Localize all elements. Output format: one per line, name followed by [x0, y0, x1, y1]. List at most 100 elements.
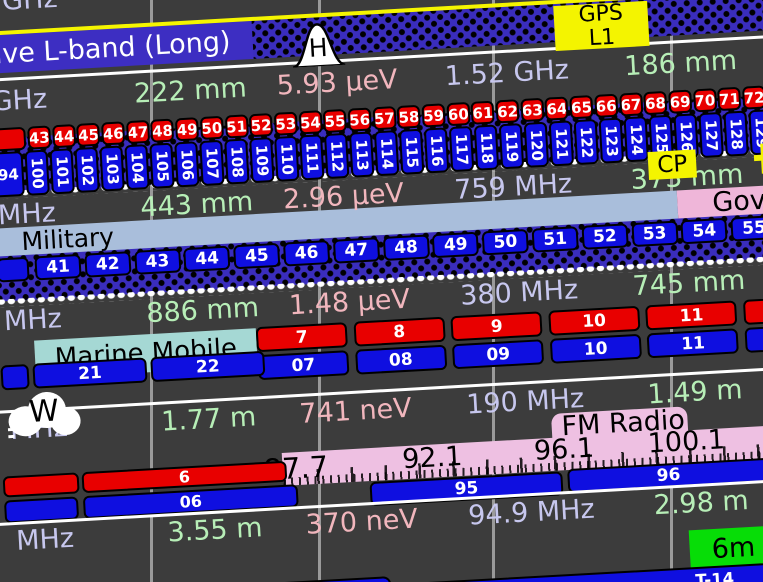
military-channel-box[interactable]: 42	[84, 251, 132, 278]
vhf-red-channel-box[interactable]: 12	[742, 294, 763, 325]
water-line-marker[interactable]: W	[5, 386, 83, 442]
military-channel-box[interactable]: 52	[581, 223, 629, 250]
vhf-lower-channel-partial[interactable]	[0, 363, 30, 391]
uhf-red-channel-partial[interactable]	[0, 126, 27, 152]
uhf-red-channel-box[interactable]: 66	[594, 93, 619, 118]
vhf-blue-channel-box[interactable]: 07	[257, 350, 350, 381]
military-channel-box[interactable]: 43	[133, 248, 182, 275]
military-channel-box[interactable]: 48	[382, 234, 430, 261]
wavelength-label: 1.49 m	[646, 374, 744, 411]
uhf-blue-channel-box[interactable]: 121	[548, 120, 575, 167]
military-channel-box[interactable]: 47	[332, 237, 380, 264]
uhf-blue-channel-box[interactable]: 127	[698, 111, 724, 159]
uhf-red-channel-box[interactable]: 54	[298, 110, 323, 135]
vhf-red-channel-box[interactable]: 7	[255, 322, 348, 353]
military-channel-box[interactable]: 51	[531, 226, 579, 253]
uhf-red-channel-box[interactable]: 58	[396, 104, 422, 129]
uhf-blue-channel-box[interactable]: 109	[249, 137, 275, 184]
uhf-blue-channel-box[interactable]: 117	[448, 125, 475, 173]
bottom-partial-box[interactable]	[257, 576, 394, 582]
ham-band-label: 6m Ham	[710, 527, 763, 565]
uhf-blue-channel-box[interactable]: 104	[124, 144, 150, 191]
uhf-red-channel-box[interactable]: 63	[520, 97, 545, 123]
uhf-red-channel-box[interactable]: 47	[125, 119, 150, 145]
vhf-blue-channel-box[interactable]: 10	[549, 333, 642, 364]
vhf-blue-channel-box[interactable]: 08	[354, 344, 447, 375]
military-channel-box[interactable]: 45	[233, 242, 281, 270]
uhf-blue-channel-box[interactable]: 123	[598, 117, 625, 164]
hydrogen-line-marker[interactable]: H	[290, 21, 346, 69]
uhf-blue-channel-box[interactable]: 116	[423, 127, 450, 174]
uhf-red-channel-box[interactable]: 57	[372, 106, 397, 131]
vhf-blue-channel-box[interactable]: 11	[646, 328, 740, 359]
military-channel-box[interactable]: 46	[282, 240, 331, 267]
uhf-red-channel-box[interactable]: 50	[199, 115, 224, 141]
uhf-red-channel-box[interactable]: 70	[692, 88, 717, 113]
wavelength-label: 222 mm	[133, 72, 248, 110]
uhf-red-channel-box[interactable]: 72	[741, 85, 763, 110]
uhf-red-channel-box[interactable]: 61	[470, 100, 496, 125]
uhf-blue-channel-box[interactable]: 122	[573, 118, 600, 166]
uhf-blue-channel-box[interactable]: 111	[299, 134, 325, 181]
uhf-blue-channel-box[interactable]: 114	[373, 130, 400, 177]
uhf-red-channel-box[interactable]: 59	[421, 103, 446, 128]
vhf-blue-channel-box[interactable]: 12	[744, 322, 763, 353]
uhf-blue-channel-box[interactable]: 120	[523, 121, 550, 168]
fm-red-channel-partial[interactable]	[2, 472, 80, 498]
uhf-blue-channel-box[interactable]: 105	[149, 142, 175, 189]
uhf-blue-channel-partial[interactable]: 94	[0, 150, 25, 199]
military-channel-box[interactable]: 50	[481, 228, 530, 256]
military-channel-box[interactable]: 44	[183, 245, 231, 273]
military-channel-box[interactable]: 41	[34, 253, 82, 281]
vhf-red-channel-box[interactable]: 8	[353, 316, 446, 347]
uhf-red-channel-box[interactable]: 46	[101, 121, 126, 146]
uhf-red-channel-box[interactable]: 67	[618, 92, 643, 117]
uhf-red-channel-box[interactable]: 60	[446, 101, 471, 127]
vhf-lower-channel-box[interactable]: 21	[32, 357, 148, 389]
vhf-red-channel-box[interactable]: 9	[450, 311, 543, 342]
uhf-blue-channel-box[interactable]: 110	[274, 135, 300, 182]
uhf-red-channel-box[interactable]: 44	[51, 124, 77, 149]
uhf-blue-channel-box[interactable]: 113	[348, 131, 375, 178]
uhf-red-channel-box[interactable]: 69	[667, 89, 693, 114]
gps-label: GPS	[577, 0, 624, 29]
uhf-red-channel-box[interactable]: 52	[248, 112, 274, 138]
uhf-blue-channel-box[interactable]: 108	[224, 138, 250, 185]
uhf-red-channel-box[interactable]: 51	[224, 114, 249, 139]
military-channel-box[interactable]: 54	[680, 217, 728, 245]
uhf-blue-channel-box[interactable]: 115	[398, 128, 425, 175]
military-channel-box[interactable]: 55	[730, 214, 763, 242]
uhf-red-channel-box[interactable]: 65	[569, 95, 594, 120]
uhf-blue-channel-box[interactable]: 112	[323, 132, 350, 180]
uhf-red-channel-box[interactable]: 56	[347, 107, 372, 132]
uhf-red-channel-box[interactable]: 43	[27, 125, 52, 150]
uhf-blue-channel-box[interactable]: 102	[74, 146, 100, 194]
vhf-lower-channel-box[interactable]: 22	[150, 350, 266, 383]
uhf-blue-channel-box[interactable]: 119	[498, 123, 525, 170]
cp-callout[interactable]: CP	[647, 149, 697, 181]
uhf-blue-channel-box[interactable]: 100	[24, 149, 50, 196]
uhf-red-channel-box[interactable]: 49	[175, 117, 200, 142]
military-channel-box[interactable]: 49	[432, 231, 480, 259]
uhf-red-channel-box[interactable]: 68	[643, 90, 668, 116]
uhf-red-channel-box[interactable]: 48	[150, 118, 175, 143]
uhf-red-channel-box[interactable]: 64	[544, 96, 569, 121]
uhf-blue-channel-box[interactable]: 107	[199, 139, 225, 187]
uhf-red-channel-box[interactable]: 45	[76, 122, 101, 147]
uhf-blue-channel-box[interactable]: 106	[174, 141, 200, 188]
uhf-red-channel-box[interactable]: 62	[495, 99, 520, 124]
military-channel-box[interactable]: 53	[631, 220, 679, 248]
gps-l1-callout[interactable]: GPS L1	[553, 0, 650, 52]
vhf-red-channel-box[interactable]: 10	[547, 305, 641, 336]
vhf-blue-channel-box[interactable]: 09	[452, 339, 545, 370]
vhf-red-channel-box[interactable]: 11	[645, 300, 738, 331]
uhf-red-channel-box[interactable]: 53	[273, 111, 298, 136]
uhf-blue-channel-box[interactable]: 128	[723, 110, 749, 157]
military-channel-partial[interactable]	[0, 256, 30, 283]
uhf-red-channel-box[interactable]: 55	[322, 108, 348, 134]
uhf-blue-channel-box[interactable]: 101	[49, 148, 75, 195]
uhf-blue-channel-box[interactable]: 124	[623, 116, 650, 163]
uhf-blue-channel-box[interactable]: 118	[473, 124, 500, 171]
uhf-red-channel-box[interactable]: 71	[717, 86, 742, 112]
uhf-blue-channel-box[interactable]: 103	[99, 145, 125, 192]
